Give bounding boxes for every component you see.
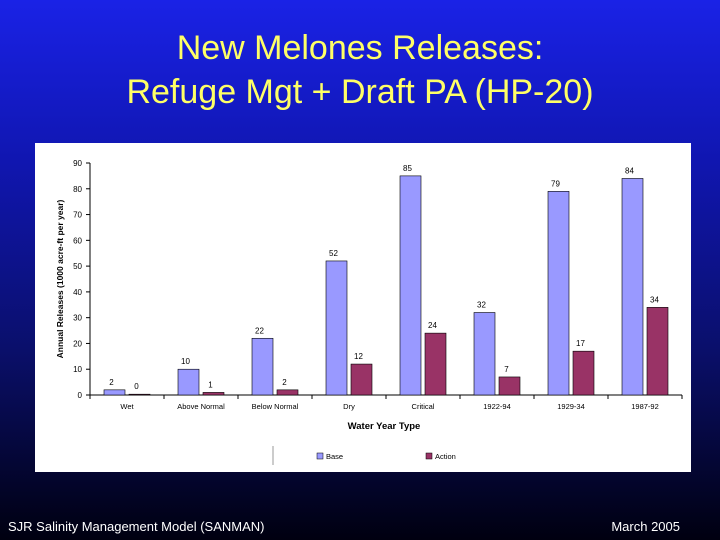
- x-tick-label: Dry: [343, 402, 355, 411]
- y-tick-label: 60: [73, 236, 82, 245]
- y-tick-label: 10: [73, 365, 82, 374]
- bar-action: [572, 350, 595, 396]
- y-tick-label: 20: [73, 339, 82, 348]
- bar-value-label: 79: [551, 179, 560, 188]
- x-tick-label: Critical: [412, 402, 435, 411]
- x-tick-label: Above Normal: [177, 402, 225, 411]
- footer-date: March 2005: [611, 519, 680, 534]
- bar-base: [399, 175, 422, 396]
- bar-action: [498, 376, 521, 396]
- y-tick-label: 50: [73, 262, 82, 271]
- legend-label-action: Action: [435, 452, 456, 461]
- bar-base: [251, 337, 274, 396]
- bar-value-label: 84: [625, 166, 634, 175]
- bar-value-label: 0: [134, 382, 139, 391]
- legend-swatch-action: [425, 452, 433, 460]
- bar-value-label: 32: [477, 301, 486, 310]
- bar-base: [621, 178, 644, 396]
- slide-title-line1: New Melones Releases:: [176, 29, 544, 67]
- bar-base: [473, 312, 496, 396]
- y-tick-label: 70: [73, 211, 82, 220]
- legend-swatch-base: [316, 452, 324, 460]
- chart-panel: 0 10 20 30 40 50 60 70 80 90 2 0 Wet 10 1 Above Normal 2…: [35, 143, 691, 472]
- x-tick-label: 1922-94: [483, 402, 511, 411]
- bar-value-label: 1: [208, 380, 213, 389]
- bar-value-label: 24: [428, 321, 437, 330]
- bar-base: [325, 260, 348, 396]
- bar-value-label: 7: [504, 365, 509, 374]
- bar-value-label: 34: [650, 295, 659, 304]
- bar-value-label: 10: [181, 357, 190, 366]
- x-tick-label: 1929-34: [557, 402, 585, 411]
- bar-value-label: 12: [354, 352, 363, 361]
- bar-base: [103, 389, 126, 396]
- y-tick-label: 80: [73, 185, 82, 194]
- bar-base: [547, 191, 570, 396]
- bar-value-label: 52: [329, 249, 338, 258]
- y-tick-label: 30: [73, 314, 82, 323]
- y-tick-label: 0: [78, 391, 83, 400]
- bar-value-label: 2: [282, 378, 287, 387]
- bar-value-label: 17: [576, 339, 585, 348]
- bar-base: [177, 368, 200, 396]
- x-axis-title: Water Year Type: [348, 421, 421, 432]
- bar-action: [350, 363, 373, 396]
- bar-value-label: 22: [255, 326, 264, 335]
- slide-title: New Melones Releases: Refuge Mgt + Draft…: [0, 26, 720, 114]
- bar-action: [202, 392, 225, 396]
- bar-action: [276, 389, 299, 396]
- y-tick-label: 40: [73, 288, 82, 297]
- bar-value-label: 85: [403, 164, 412, 173]
- x-tick-label: Below Normal: [252, 402, 299, 411]
- x-tick-label: Wet: [120, 402, 134, 411]
- x-tick-label: 1987-92: [631, 402, 659, 411]
- footer-source: SJR Salinity Management Model (SANMAN): [8, 519, 265, 534]
- slide-title-line2: Refuge Mgt + Draft PA (HP-20): [126, 73, 594, 111]
- y-axis-title: Annual Releases (1000 acre-ft per year): [55, 199, 65, 358]
- bar-action: [646, 307, 669, 396]
- y-tick-label: 90: [73, 159, 82, 168]
- bar-action: [128, 393, 151, 396]
- bar-value-label: 2: [109, 378, 114, 387]
- bar-action: [424, 332, 447, 396]
- legend-label-base: Base: [326, 452, 343, 461]
